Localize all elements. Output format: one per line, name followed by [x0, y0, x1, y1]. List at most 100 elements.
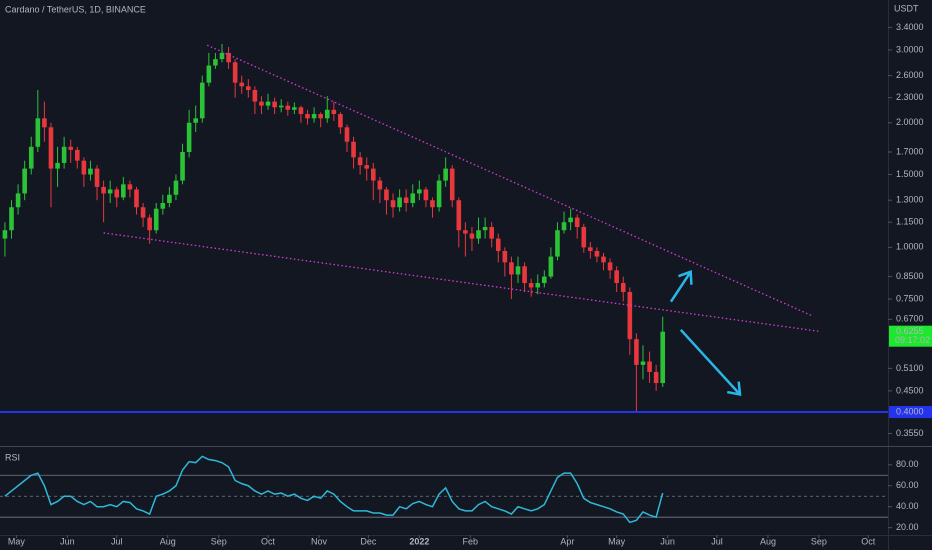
candle-body — [127, 184, 133, 190]
x-tick-label: Sep — [211, 536, 227, 546]
last-price-label: 0.6255 — [896, 326, 924, 336]
candle-body — [528, 283, 534, 288]
candle-body — [180, 151, 185, 181]
candle-body — [384, 189, 389, 201]
x-tick-label: Aug — [760, 536, 776, 546]
candle-body — [548, 256, 554, 277]
candle-body — [430, 200, 435, 208]
x-tick-label: Jun — [660, 536, 675, 546]
candle-body — [535, 283, 541, 288]
x-tick-label: Sep — [811, 536, 827, 546]
candle-body — [292, 107, 297, 110]
x-tick-label: Apr — [560, 536, 574, 546]
candle-body — [68, 146, 74, 150]
arrow-shaft — [679, 328, 741, 396]
candle-body — [219, 52, 225, 60]
candle-body — [647, 361, 652, 372]
x-tick-label: Feb — [463, 536, 479, 546]
rsi-line — [4, 455, 664, 524]
y-tick-label: 0.8500 — [896, 271, 924, 281]
candle-body — [607, 262, 613, 271]
y-tick-label: 1.7000 — [896, 146, 924, 156]
candle-body — [199, 82, 205, 119]
candle-body — [338, 114, 343, 128]
candle-body — [114, 189, 120, 198]
candle-body — [278, 105, 284, 108]
price-axis-label: USDT — [894, 3, 919, 13]
candle-body — [482, 226, 488, 231]
candle-body — [226, 52, 231, 63]
candle-body — [9, 207, 14, 231]
y-tick-label: 0.5100 — [896, 363, 924, 373]
candle-body — [107, 189, 113, 194]
y-tick-label: 2.6000 — [896, 70, 924, 80]
candle-body — [476, 230, 481, 239]
x-tick-label: Nov — [311, 536, 328, 546]
y-tick-label: 2.3000 — [896, 92, 924, 102]
arrow-head — [678, 270, 693, 285]
countdown: 09:17:02 — [895, 335, 930, 345]
candle-body — [101, 186, 106, 194]
candle-body — [213, 59, 218, 66]
candle-body — [61, 146, 67, 163]
candle-body — [22, 168, 27, 194]
candle-body — [423, 189, 429, 201]
candle-body — [35, 118, 41, 147]
candle-body — [614, 270, 619, 284]
candle-body — [311, 114, 317, 119]
candle-body — [193, 118, 198, 123]
candle-body — [206, 65, 212, 83]
candle-body — [627, 292, 633, 340]
candle-body — [351, 141, 356, 158]
candle-body — [640, 361, 646, 365]
candle-body — [410, 193, 416, 203]
candle-body — [153, 208, 159, 231]
y-tick-label: 40.00 — [896, 501, 919, 511]
y-tick-label: 3.4000 — [896, 22, 924, 32]
trendline — [103, 232, 821, 333]
candle-body — [81, 160, 87, 175]
y-tick-label: 0.4500 — [896, 385, 924, 395]
candle-body — [620, 283, 626, 293]
candle-body — [555, 230, 560, 257]
candle-body — [232, 62, 238, 83]
candle-body — [331, 109, 337, 115]
candle-body — [449, 168, 455, 201]
arrow-head — [726, 381, 742, 397]
candle-body — [588, 247, 593, 251]
candle-body — [364, 165, 370, 169]
candle-body — [134, 189, 139, 208]
candle-body — [167, 194, 172, 203]
x-tick-label: Jul — [711, 536, 723, 546]
candle-body — [15, 193, 21, 208]
y-tick-label: 1.3000 — [896, 195, 924, 205]
x-tick-label: Oct — [861, 536, 876, 546]
candle-body — [88, 168, 93, 175]
candle-body — [502, 250, 508, 263]
candle-body — [28, 146, 34, 169]
x-tick-label: Dec — [360, 536, 377, 546]
x-tick-label: May — [608, 536, 626, 546]
candle-body — [147, 217, 152, 231]
candle-body — [173, 180, 179, 195]
y-tick-label: 1.0000 — [896, 242, 924, 252]
candle-body — [542, 276, 547, 284]
candle-body — [186, 122, 192, 152]
x-tick-label: 2022 — [409, 536, 429, 546]
x-tick-label: May — [8, 536, 26, 546]
candle-body — [469, 233, 475, 239]
candle-body — [370, 168, 376, 181]
candle-body — [436, 180, 442, 208]
candle-body — [397, 197, 402, 208]
arrow-shaft — [669, 271, 692, 303]
candle-body — [298, 107, 304, 115]
candle-body — [601, 256, 606, 263]
candle-body — [140, 207, 146, 218]
last-price-box — [889, 325, 932, 347]
candle-body — [272, 101, 277, 108]
trendline — [206, 44, 813, 317]
candle-body — [390, 200, 396, 208]
candle-body — [324, 109, 330, 119]
